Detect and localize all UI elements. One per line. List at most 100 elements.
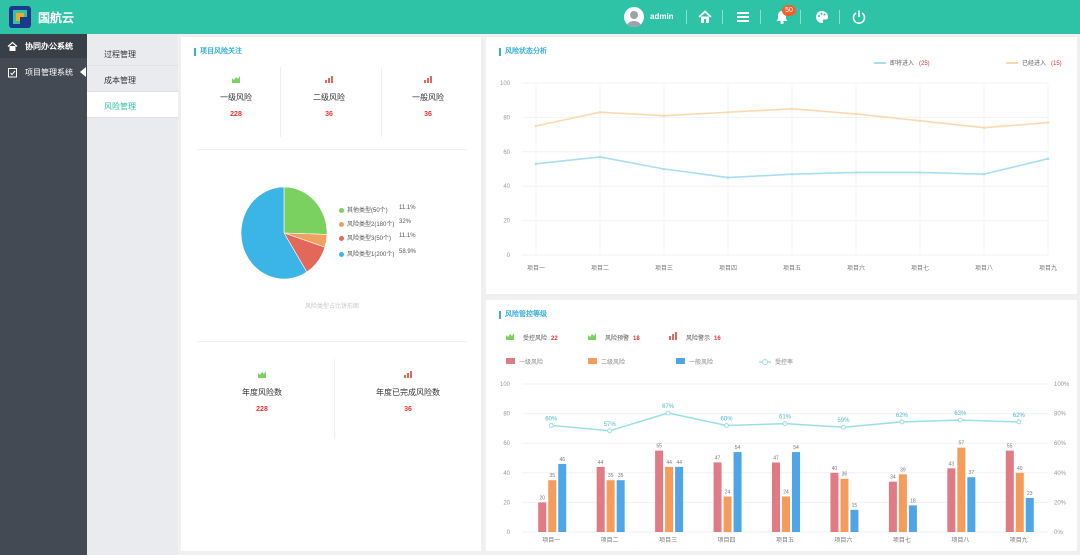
logo-icon xyxy=(9,6,31,28)
y2-tick-label: 60% xyxy=(1054,441,1067,447)
rate-label: 59% xyxy=(837,418,850,424)
stat-label: 一般风险 xyxy=(412,93,444,102)
top-bar: 国航云 admin 50 xyxy=(0,0,1080,34)
sidebar-item-label: 协同办公系统 xyxy=(25,42,73,51)
x-tick-label: 项目二 xyxy=(591,265,609,272)
sidebar-item-office[interactable]: 协同办公系统 xyxy=(0,34,87,58)
bar-label: 23 xyxy=(1027,491,1033,497)
submenu-item-label: 过程管理 xyxy=(104,50,136,59)
legend-dot xyxy=(339,251,344,257)
y-tick-label: 20 xyxy=(503,500,510,506)
y-tick-label: 0 xyxy=(507,253,511,259)
legend-dot xyxy=(339,207,344,213)
legend-label: 已经进入 xyxy=(1022,59,1046,67)
red-chart-icon xyxy=(404,371,412,378)
risk-control-bar-chart: 受控风险 22 风险预警 18 风险警示 16 一级风险 二级风险 一般风险 受控率 0 0% 20 20… xyxy=(500,332,1070,544)
bar-label: 40 xyxy=(832,466,838,472)
y-tick-label: 100 xyxy=(500,81,511,87)
bar-label: 46 xyxy=(559,457,565,463)
card-title: 项目风险关注 xyxy=(194,48,242,56)
data-point xyxy=(662,114,666,117)
bar xyxy=(850,509,859,532)
rate-label: 62% xyxy=(1013,413,1026,419)
bar-label: 15 xyxy=(852,503,858,509)
red-chart-icon xyxy=(669,336,671,340)
summary-label: 风险预警 xyxy=(605,334,629,342)
risk-status-line-chart: 0 20 40 60 80 100 项目一 项目二 项目三 项目四 项目五 项目六 项目七 项目八 项目九 即… xyxy=(500,59,1062,272)
green-chart-icon xyxy=(588,333,596,340)
menu-icon[interactable] xyxy=(735,9,751,25)
green-chart-icon xyxy=(232,76,240,83)
rate-point xyxy=(957,417,963,423)
summary-label: 受控风险 xyxy=(523,334,547,342)
data-point xyxy=(982,126,986,130)
data-point xyxy=(534,162,538,166)
divider xyxy=(800,10,801,24)
bar xyxy=(675,466,684,532)
bar xyxy=(558,463,567,532)
rate-point xyxy=(548,422,554,428)
username[interactable]: admin xyxy=(650,12,674,21)
bar-label: 35 xyxy=(549,473,555,479)
legend-label: 风险类型2(180个) xyxy=(347,222,395,228)
bar-label: 47 xyxy=(773,455,779,461)
x-tick-label: 项目五 xyxy=(783,265,801,272)
rate-point xyxy=(899,419,905,425)
divider xyxy=(381,67,382,137)
red-chart-icon xyxy=(672,334,674,340)
data-point xyxy=(982,172,986,176)
palette-icon[interactable] xyxy=(814,9,830,25)
bar xyxy=(792,452,800,532)
data-point xyxy=(854,112,858,116)
x-tick-label: 项目六 xyxy=(834,536,852,544)
sidebar-item-project[interactable]: 项目管理系统 xyxy=(0,60,87,84)
data-point xyxy=(534,124,538,128)
legend-label: 一级风险 xyxy=(519,358,543,366)
y-tick-label: 20 xyxy=(503,219,510,225)
clipboard-icon xyxy=(8,68,17,78)
legend-count: (15) xyxy=(1051,61,1062,67)
data-point xyxy=(790,172,794,176)
pie-legend-item: 风险类型1(200个) 58.9% xyxy=(339,249,416,258)
y-tick-label: 40 xyxy=(503,184,510,190)
red-chart-icon xyxy=(424,76,432,83)
x-tick-label: 项目五 xyxy=(776,537,794,544)
bar-label: 44 xyxy=(598,460,604,466)
legend-percent: 32% xyxy=(399,219,412,225)
bar xyxy=(957,447,966,532)
x-tick-label: 项目九 xyxy=(1010,536,1028,544)
home-icon[interactable] xyxy=(697,9,713,25)
bar-label: 57 xyxy=(959,441,965,447)
legend-label: 其他类型(50个) xyxy=(347,208,388,214)
risk-type-pie-chart xyxy=(241,186,327,280)
data-point xyxy=(854,171,858,174)
card-title: 风险状态分析 xyxy=(499,48,547,56)
stat-level2: 二级风险 36 xyxy=(279,74,379,118)
legend-swatch xyxy=(506,358,515,364)
summary-value: 18 xyxy=(633,336,640,342)
data-point xyxy=(598,155,602,159)
bar xyxy=(967,477,976,532)
power-icon[interactable] xyxy=(851,9,867,25)
x-tick-label: 项目八 xyxy=(951,537,969,544)
bar-label: 34 xyxy=(890,475,896,481)
bar-label: 36 xyxy=(842,472,848,478)
y-tick-label: 60 xyxy=(503,441,510,447)
pie-caption: 风险类型占比饼形图 xyxy=(305,304,360,310)
submenu-item-cost[interactable]: 成本管理 xyxy=(87,66,178,92)
bar-label: 40 xyxy=(1017,466,1023,472)
bar-label: 35 xyxy=(608,473,614,479)
x-tick-label: 项目六 xyxy=(847,264,865,272)
divider xyxy=(334,359,335,439)
submenu-item-process[interactable]: 过程管理 xyxy=(87,40,178,66)
submenu-item-label: 风险管理 xyxy=(104,102,136,111)
sidebar: 协同办公系统 项目管理系统 xyxy=(0,34,87,555)
stat-value: 36 xyxy=(325,111,333,118)
submenu: 过程管理 成本管理 风险管理 xyxy=(87,34,178,555)
rate-point xyxy=(840,424,846,430)
submenu-item-risk[interactable]: 风险管理 xyxy=(87,92,178,118)
avatar[interactable] xyxy=(624,7,644,27)
divider xyxy=(197,149,467,150)
bar xyxy=(548,480,557,532)
x-tick-label: 项目一 xyxy=(527,265,545,272)
